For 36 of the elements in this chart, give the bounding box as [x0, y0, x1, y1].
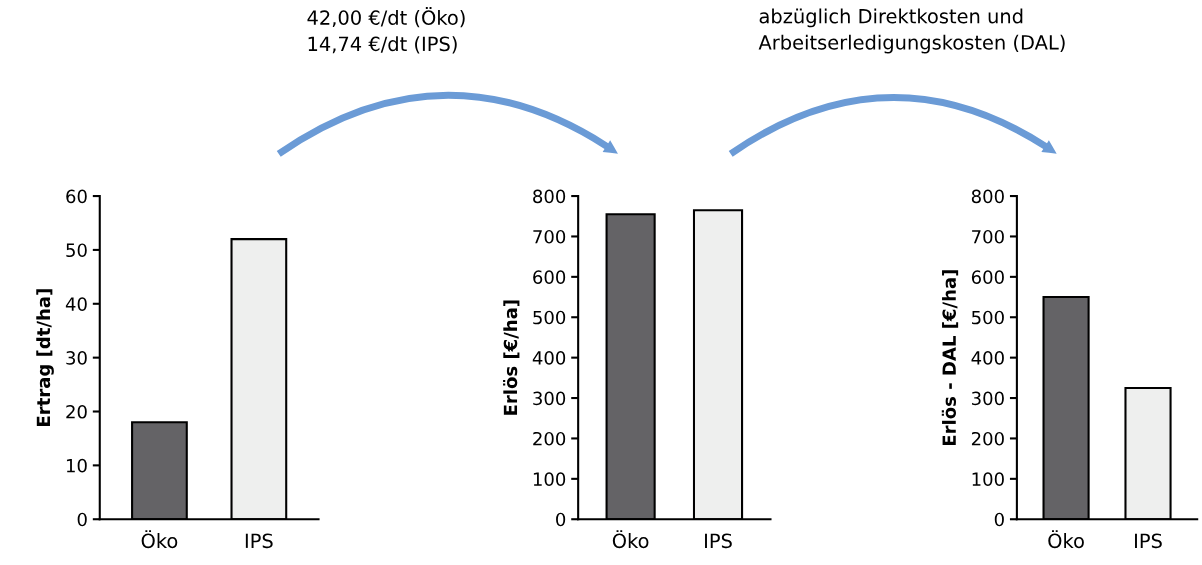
y-tick-label: 500 — [972, 310, 1004, 325]
y-tick-label: 200 — [533, 431, 566, 446]
y-tick-label: 30 — [66, 351, 87, 365]
y-tick-label: 300 — [972, 391, 1004, 406]
text: 42,00 €/dt (Öko) 14,74 €/dt (IPS) — [307, 7, 465, 54]
y-tick-label: 400 — [532, 351, 566, 365]
y-tick-label: 700 — [972, 229, 1004, 244]
y-axis-title: Erlös - DAL [€/ha] — [941, 270, 959, 446]
y-tick-label: 200 — [971, 431, 1004, 446]
text: abzüglich Direktkosten und Arbeitserledigungskosten (DAL) — [758, 8, 1065, 54]
x-tick-label: Öko — [1048, 530, 1084, 549]
y-axis-title: Ertrag [dt/ha] — [36, 289, 54, 426]
y-tick-label: 0 — [556, 512, 566, 527]
x-tick-label: IPS — [245, 533, 273, 549]
y-tick-label: 10 — [66, 458, 87, 473]
x-tick-label: Öko — [612, 530, 649, 549]
y-tick-label: 600 — [971, 270, 1004, 284]
y-tick-label: 0 — [77, 512, 87, 527]
y-tick-label: 100 — [972, 472, 1004, 486]
y-tick-label: 400 — [971, 351, 1004, 365]
y-tick-label: 40 — [65, 297, 87, 311]
y-tick-label: 60 — [66, 189, 87, 204]
y-tick-label: 800 — [971, 189, 1004, 204]
x-tick-label: Öko — [141, 530, 178, 549]
y-tick-label: 700 — [533, 229, 566, 244]
y-tick-label: 20 — [66, 404, 87, 419]
y-tick-label: 100 — [533, 472, 566, 486]
y-tick-label: 800 — [533, 189, 566, 204]
x-tick-label: IPS — [705, 533, 732, 549]
y-tick-label: 0 — [994, 512, 1004, 527]
y-tick-label: 300 — [533, 391, 566, 406]
y-tick-label: 500 — [533, 310, 566, 325]
y-axis-title: Erlös [€/ha] — [503, 300, 520, 415]
y-tick-label: 600 — [533, 270, 566, 284]
y-tick-label: 50 — [66, 243, 87, 258]
x-tick-label: IPS — [1135, 533, 1162, 549]
